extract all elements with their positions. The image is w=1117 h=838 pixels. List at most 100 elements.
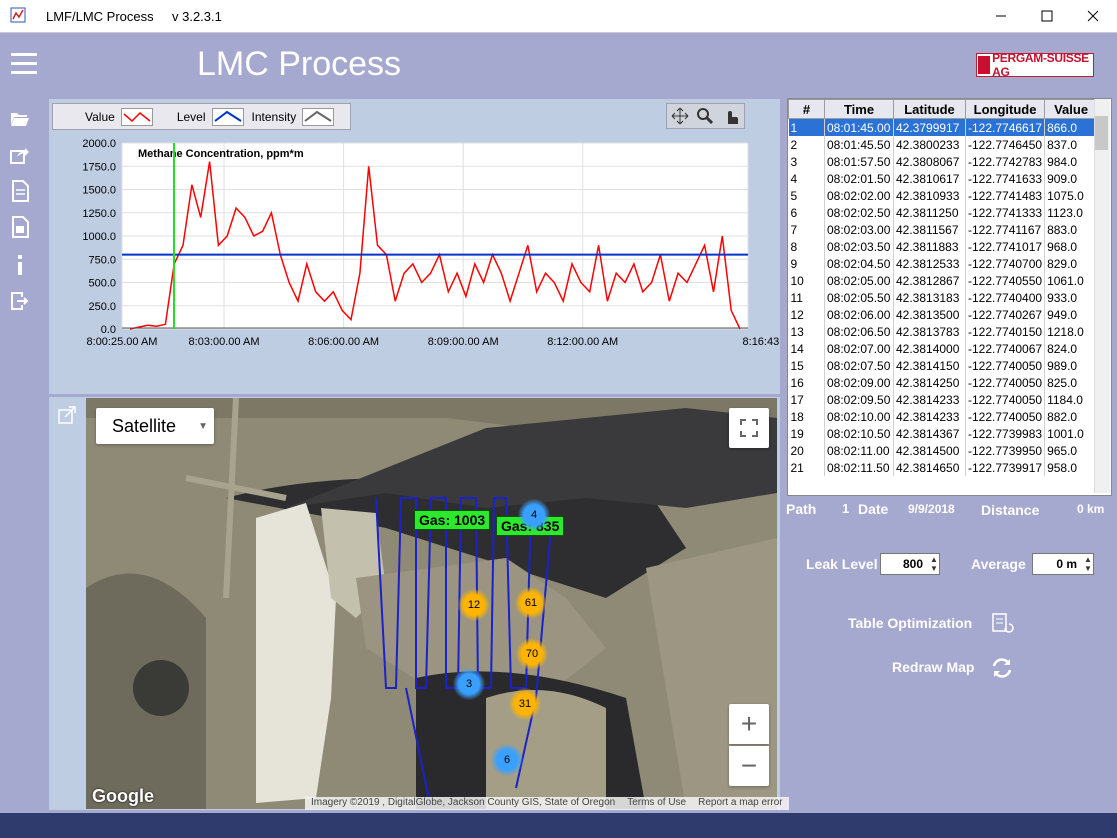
table-cell[interactable]: -122.7741017 bbox=[965, 238, 1046, 255]
table-cell[interactable]: -122.7746617 bbox=[965, 118, 1046, 136]
satellite-map[interactable]: Gas: 1003 Gas: 835 4 12 61 70 3 31 6 bbox=[86, 398, 777, 809]
table-cell[interactable]: 949.0 bbox=[1044, 306, 1099, 323]
table-cell[interactable]: 19 bbox=[788, 425, 825, 442]
table-cell[interactable]: 824.0 bbox=[1044, 340, 1099, 357]
table-cell[interactable]: 42.3812867 bbox=[893, 272, 966, 289]
table-row[interactable]: 21 08:02:11.50 42.3814650 -122.7739917 958.0 bbox=[788, 459, 1099, 476]
table-cell[interactable]: 08:02:09.00 bbox=[824, 374, 894, 391]
export-button[interactable] bbox=[9, 144, 31, 166]
table-row[interactable]: 8 08:02:03.50 42.3811883 -122.7741017 968.0 bbox=[788, 238, 1099, 255]
table-row[interactable]: 7 08:02:03.00 42.3811567 -122.7741167 883.0 bbox=[788, 221, 1099, 238]
table-row[interactable]: 15 08:02:07.50 42.3814150 -122.7740050 989.0 bbox=[788, 357, 1099, 374]
zoom-out-button[interactable]: − bbox=[729, 746, 769, 786]
table-cell[interactable]: 42.3814233 bbox=[893, 391, 966, 408]
report-error-link[interactable]: Report a map error bbox=[698, 797, 783, 808]
table-row[interactable]: 9 08:02:04.50 42.3812533 -122.7740700 829.0 bbox=[788, 255, 1099, 272]
table-cell[interactable]: -122.7739950 bbox=[965, 442, 1046, 459]
table-row[interactable]: 4 08:02:01.50 42.3810617 -122.7741633 909.0 bbox=[788, 170, 1099, 187]
methane-chart[interactable]: 2000.0 1750.0 1500.0 1250.0 1000.0 750.0 500.0… bbox=[49, 128, 780, 354]
table-cell[interactable]: 08:01:57.50 bbox=[824, 153, 894, 170]
table-cell[interactable]: 08:01:45.50 bbox=[824, 136, 894, 153]
table-cell[interactable]: 08:02:06.00 bbox=[824, 306, 894, 323]
table-cell[interactable]: 42.3814650 bbox=[893, 459, 966, 476]
table-cell[interactable]: -122.7740267 bbox=[965, 306, 1046, 323]
map-cluster-marker[interactable]: 6 bbox=[491, 744, 523, 776]
table-cell[interactable]: 42.3810617 bbox=[893, 170, 966, 187]
table-cell[interactable]: 1075.0 bbox=[1044, 187, 1099, 204]
table-cell[interactable]: -122.7740550 bbox=[965, 272, 1046, 289]
table-cell[interactable]: 08:02:02.50 bbox=[824, 204, 894, 221]
table-cell[interactable]: 909.0 bbox=[1044, 170, 1099, 187]
column-header[interactable]: Latitude bbox=[893, 99, 966, 119]
table-cell[interactable]: 958.0 bbox=[1044, 459, 1099, 476]
table-cell[interactable]: 15 bbox=[788, 357, 825, 374]
terms-link[interactable]: Terms of Use bbox=[627, 797, 687, 808]
table-cell[interactable]: -122.7740050 bbox=[965, 357, 1046, 374]
table-cell[interactable]: 4 bbox=[788, 170, 825, 187]
refresh-icon[interactable] bbox=[990, 656, 1014, 683]
leak-level-stepper[interactable]: 800 bbox=[880, 553, 940, 575]
average-stepper[interactable]: 0 m bbox=[1032, 553, 1094, 575]
table-row[interactable]: 5 08:02:02.00 42.3810933 -122.7741483 1075.0 bbox=[788, 187, 1099, 204]
table-cell[interactable]: 882.0 bbox=[1044, 408, 1099, 425]
table-cell[interactable]: 42.3814500 bbox=[893, 442, 966, 459]
column-header[interactable]: Value bbox=[1044, 99, 1099, 119]
table-cell[interactable]: 6 bbox=[788, 204, 825, 221]
hand-pointer-icon[interactable] bbox=[722, 107, 740, 125]
table-cell[interactable]: 08:02:07.50 bbox=[824, 357, 894, 374]
table-optimization-button[interactable]: Table Optimization bbox=[848, 615, 973, 631]
table-cell[interactable]: 8 bbox=[788, 238, 825, 255]
table-cell[interactable]: 42.3808067 bbox=[893, 153, 966, 170]
table-cell[interactable]: -122.7739983 bbox=[965, 425, 1046, 442]
table-cell[interactable]: -122.7740400 bbox=[965, 289, 1046, 306]
table-row[interactable]: 19 08:02:10.50 42.3814367 -122.7739983 1001.… bbox=[788, 425, 1099, 442]
table-row[interactable]: 1 08:01:45.00 42.3799917 -122.7746617 866.0 bbox=[788, 118, 1099, 136]
table-cell[interactable]: 42.3812533 bbox=[893, 255, 966, 272]
table-cell[interactable]: 20 bbox=[788, 442, 825, 459]
table-cell[interactable]: -122.7742783 bbox=[965, 153, 1046, 170]
hamburger-menu-button[interactable] bbox=[11, 53, 37, 75]
table-cell[interactable]: 10 bbox=[788, 272, 825, 289]
table-cell[interactable]: 42.3811567 bbox=[893, 221, 966, 238]
info-button[interactable] bbox=[9, 254, 31, 276]
table-row[interactable]: 20 08:02:11.00 42.3814500 -122.7739950 965.0 bbox=[788, 442, 1099, 459]
exit-button[interactable] bbox=[9, 290, 31, 312]
table-cell[interactable]: 42.3810933 bbox=[893, 187, 966, 204]
table-cell[interactable]: 21 bbox=[788, 459, 825, 476]
table-cell[interactable]: 11 bbox=[788, 289, 825, 306]
table-cell[interactable]: 08:02:09.50 bbox=[824, 391, 894, 408]
table-cell[interactable]: 08:02:10.50 bbox=[824, 425, 894, 442]
map-cluster-marker[interactable]: 12 bbox=[458, 589, 490, 621]
table-cell[interactable]: 42.3814250 bbox=[893, 374, 966, 391]
column-header[interactable]: Time bbox=[824, 99, 894, 119]
table-optimization-icon[interactable] bbox=[991, 612, 1015, 639]
table-cell[interactable]: 08:02:07.00 bbox=[824, 340, 894, 357]
table-cell[interactable]: -122.7746450 bbox=[965, 136, 1046, 153]
gas-label[interactable]: Gas: 1003 bbox=[414, 510, 491, 530]
save-document-button[interactable] bbox=[9, 216, 31, 238]
table-row[interactable]: 16 08:02:09.00 42.3814250 -122.7740050 825.0 bbox=[788, 374, 1099, 391]
table-cell[interactable]: 1061.0 bbox=[1044, 272, 1099, 289]
table-cell[interactable]: 08:02:04.50 bbox=[824, 255, 894, 272]
table-cell[interactable]: -122.7740050 bbox=[965, 408, 1046, 425]
table-row[interactable]: 10 08:02:05.00 42.3812867 -122.7740550 1061.… bbox=[788, 272, 1099, 289]
stepper-arrows-icon[interactable]: ▲ ▼ bbox=[930, 555, 938, 573]
table-cell[interactable]: 3 bbox=[788, 153, 825, 170]
table-cell[interactable]: 14 bbox=[788, 340, 825, 357]
table-cell[interactable]: 08:01:45.00 bbox=[824, 118, 894, 136]
table-cell[interactable]: 42.3800233 bbox=[893, 136, 966, 153]
table-cell[interactable]: 42.3811883 bbox=[893, 238, 966, 255]
table-cell[interactable]: 965.0 bbox=[1044, 442, 1099, 459]
table-cell[interactable]: 08:02:10.00 bbox=[824, 408, 894, 425]
table-cell[interactable]: -122.7740050 bbox=[965, 391, 1046, 408]
table-cell[interactable]: 08:02:11.50 bbox=[824, 459, 894, 476]
pan-icon[interactable] bbox=[671, 107, 689, 125]
table-cell[interactable]: -122.7740050 bbox=[965, 374, 1046, 391]
table-cell[interactable]: 08:02:11.00 bbox=[824, 442, 894, 459]
table-cell[interactable]: 42.3814367 bbox=[893, 425, 966, 442]
stepper-arrows-icon[interactable]: ▲ ▼ bbox=[1084, 555, 1092, 573]
table-cell[interactable]: 989.0 bbox=[1044, 357, 1099, 374]
table-cell[interactable]: -122.7741333 bbox=[965, 204, 1046, 221]
table-cell[interactable]: 42.3814000 bbox=[893, 340, 966, 357]
table-cell[interactable]: 837.0 bbox=[1044, 136, 1099, 153]
